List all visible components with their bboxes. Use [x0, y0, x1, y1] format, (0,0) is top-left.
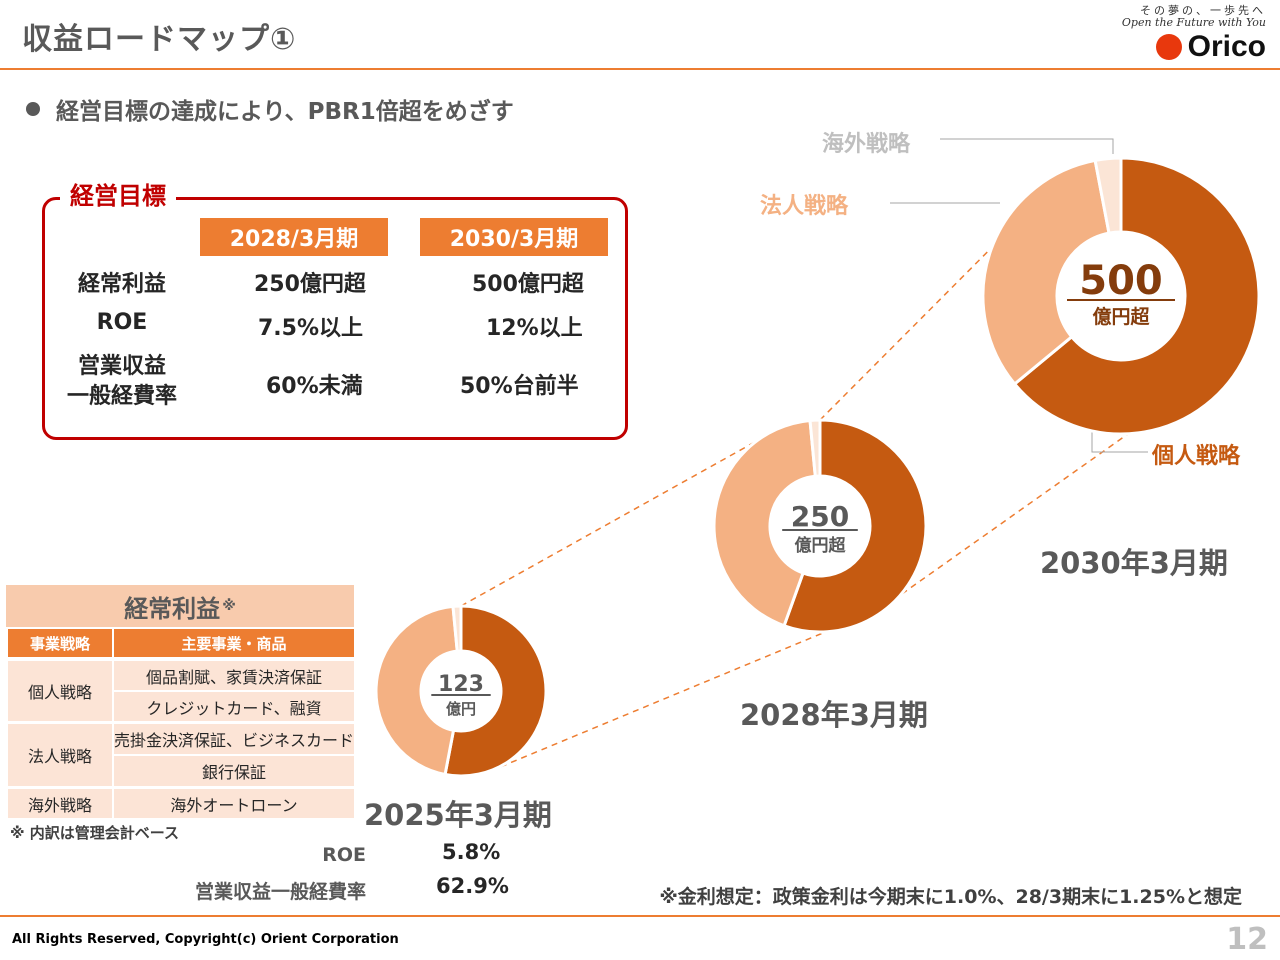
goal-value-2028-roe: 7.5%以上 — [258, 316, 364, 341]
metric-roe-label: ROE — [322, 844, 366, 866]
legend-corporate: 法人戦略 — [760, 194, 849, 219]
product-cell: 個品割賦、家賃決済保証 — [114, 661, 354, 690]
goal-label-ordinary-profit: 経常利益 — [77, 272, 166, 297]
logo-circle-icon — [1155, 34, 1182, 60]
donut-center-unit: 億円超 — [795, 535, 847, 556]
orico-logo: Orico — [1155, 30, 1266, 64]
connector-bottom — [490, 631, 826, 772]
goal-value-2030-ratio: 50%台前半 — [460, 374, 579, 399]
product-cell: 売掛金決済保証、ビジネスカード — [114, 724, 354, 754]
copyright: All Rights Reserved, Copyright(c) Orient… — [12, 932, 399, 947]
goal-title: 経営目標 — [60, 176, 176, 211]
donut-center-value: 250 — [791, 500, 849, 533]
donut-slice-overseas — [451, 604, 463, 653]
metric-ratio-label: 営業収益一般経費率 — [194, 881, 366, 903]
metric-ratio-value: 62.9% — [436, 874, 509, 898]
goal-period-2028: 2028/3月期 — [200, 218, 388, 256]
business-table-title-text: 経常利益 — [124, 594, 221, 623]
goal-period-2030: 2030/3月期 — [420, 218, 608, 256]
strategy-corporate: 法人戦略 — [8, 724, 112, 786]
interest-rate-note: ※金利想定：政策金利は今期末に1.0%、28/3期末に1.25%と想定 — [659, 886, 1242, 908]
donut-slice-personal — [443, 604, 548, 778]
year-label-2025: 2025年3月期 — [364, 798, 552, 832]
legend-personal: 個人戦略 — [1152, 444, 1241, 469]
donut-slice-overseas — [1093, 156, 1123, 235]
tagline-en: Open the Future with You — [1121, 16, 1266, 29]
donut-center-value: 123 — [438, 672, 484, 697]
page-number: 12 — [1226, 922, 1268, 957]
strategy-overseas: 海外戦略 — [8, 789, 112, 818]
donut-center-unit: 億円超 — [1092, 305, 1150, 328]
donut-center-value: 500 — [1079, 258, 1163, 304]
goal-box — [42, 197, 628, 440]
metric-roe-value: 5.8% — [442, 840, 501, 864]
leader-overseas — [940, 138, 1114, 154]
goal-value-2030-roe: 12%以上 — [486, 316, 583, 341]
goal-value-2028-ratio: 60%未満 — [266, 374, 363, 399]
year-label-2028: 2028年3月期 — [740, 698, 928, 732]
page-title: 収益ロードマップ① — [22, 22, 297, 57]
donut-slice-corporate — [981, 158, 1111, 387]
header-divider — [0, 68, 1280, 70]
goal-label-expense-line2: 一般経費率 — [66, 384, 177, 409]
footer-divider — [0, 915, 1280, 917]
business-table-title: 経常利益 ※ — [6, 585, 354, 627]
legend-overseas: 海外戦略 — [822, 132, 911, 157]
year-label-2030: 2030年3月期 — [1040, 546, 1228, 580]
column-header-strategy: 事業戦略 — [8, 629, 112, 657]
management-accounting-note: ※ 内訳は管理会計ベース — [10, 824, 180, 842]
tagline-jp: その夢の、一歩先へ — [1140, 4, 1266, 17]
goal-label-expense-line1: 営業収益 — [77, 354, 166, 379]
column-header-products: 主要事業・商品 — [114, 629, 354, 657]
product-cell: 銀行保証 — [114, 756, 354, 786]
strategy-personal: 個人戦略 — [8, 661, 112, 721]
main-bullet: 経営目標の達成により、PBR1倍超をめざす — [26, 92, 514, 126]
goal-label-roe: ROE — [96, 310, 148, 335]
donut-slice-corporate — [712, 418, 817, 628]
product-cell: クレジットカード、融資 — [114, 692, 354, 721]
goal-value-2030-profit: 500億円超 — [472, 272, 584, 297]
donut-center-unit: 億円 — [446, 700, 476, 718]
bullet-dot-icon — [26, 102, 40, 116]
goal-value-2028-profit: 250億円超 — [254, 272, 366, 297]
donut-slice-overseas — [808, 418, 822, 478]
business-table-title-mark: ※ — [222, 598, 236, 614]
product-cell: 海外オートローン — [114, 789, 354, 818]
donut-slice-personal — [1012, 156, 1261, 436]
goal-label-expense-ratio: 営業収益 一般経費率 — [52, 352, 192, 412]
bullet-text: 経営目標の達成により、PBR1倍超をめざす — [56, 99, 514, 125]
donut-slice-personal — [782, 418, 928, 634]
donut-slice-corporate — [374, 604, 459, 777]
logo-text: Orico — [1187, 30, 1266, 63]
